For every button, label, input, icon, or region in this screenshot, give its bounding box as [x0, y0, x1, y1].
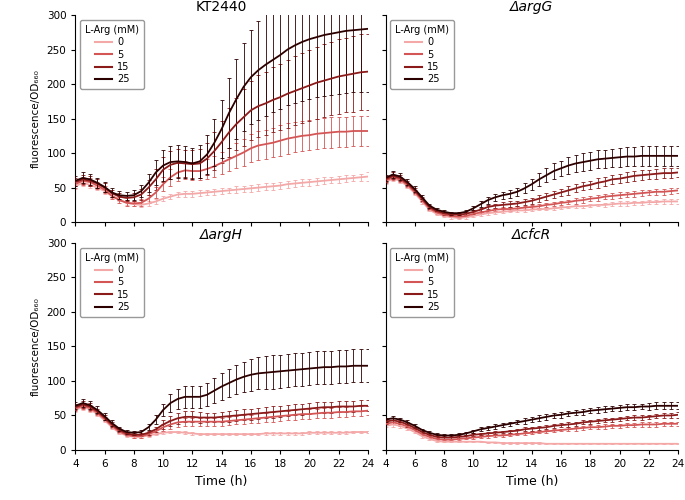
Title: ΔargG: ΔargG	[510, 0, 553, 14]
X-axis label: Time (h): Time (h)	[506, 474, 558, 488]
Legend: 0, 5, 15, 25: 0, 5, 15, 25	[80, 248, 144, 317]
Title: ΔcfcR: ΔcfcR	[512, 228, 551, 241]
X-axis label: Time (h): Time (h)	[195, 474, 248, 488]
Y-axis label: fluorescence/OD₆₆₀: fluorescence/OD₆₆₀	[31, 69, 41, 168]
Y-axis label: fluorescence/OD₆₆₀: fluorescence/OD₆₆₀	[31, 297, 41, 396]
Legend: 0, 5, 15, 25: 0, 5, 15, 25	[390, 248, 454, 317]
Title: KT2440: KT2440	[196, 0, 247, 14]
Title: ΔargH: ΔargH	[200, 228, 243, 241]
Legend: 0, 5, 15, 25: 0, 5, 15, 25	[80, 20, 144, 89]
Legend: 0, 5, 15, 25: 0, 5, 15, 25	[390, 20, 454, 89]
